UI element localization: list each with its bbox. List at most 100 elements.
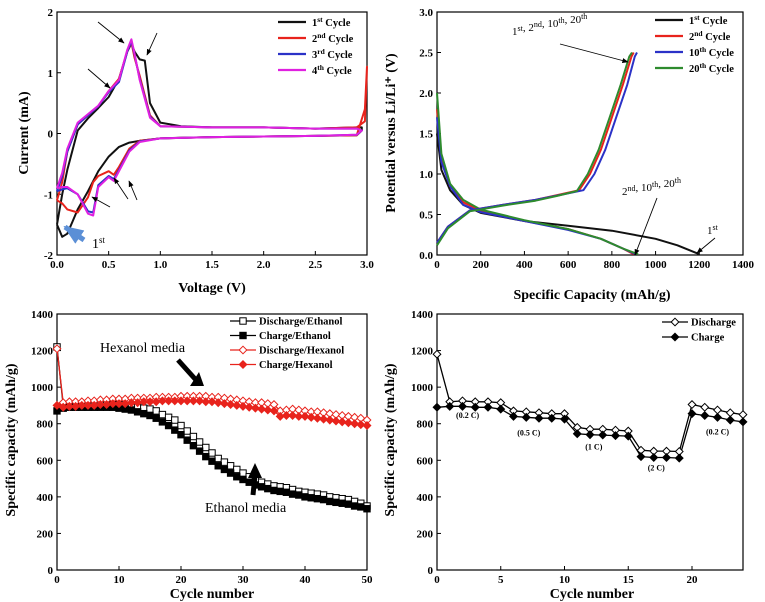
point-charge-ethanol [146,411,154,420]
point-charge-hexanol [108,399,118,409]
point-charge-hexanol [250,403,260,413]
point-discharge-ethanol [226,462,235,470]
x-tick-label: 2.0 [257,259,271,271]
point-discharge-ethanol [233,465,241,474]
legend-marker [670,317,680,327]
rc-xlabel: Cycle number [550,587,634,602]
point-discharge-ethanol [158,410,167,419]
y-tick-label: 0 [48,565,54,577]
x-tick-label: 1400 [732,259,755,271]
x-tick-label: 1000 [645,259,668,271]
point-charge [636,452,646,462]
cv-arrow-1 [97,21,125,44]
cv-ylabel: Current (mA) [17,91,32,175]
rc-legend: Discharge Charge [662,317,736,344]
legend-label: 4th Cycle [312,63,352,77]
point-charge-hexanol [188,396,198,406]
y-tick-label: 0 [428,565,434,577]
point-discharge-ethanol [146,405,154,413]
point-charge-hexanol [288,410,298,420]
cv-arrow-2 [146,32,158,56]
point-charge-ethanol [257,483,266,491]
point-charge [445,401,455,411]
legend-marker [239,331,247,340]
rc-rate-labels: (0.2 C) (0.5 C) (1 C) (2 C) (0.2 C) [456,411,729,472]
point-charge-hexanol [319,414,329,424]
point-charge-hexanol [164,396,174,406]
point-charge-hexanol [331,416,341,426]
point-charge [483,402,493,412]
point-charge [559,414,570,424]
point-charge-hexanol [226,400,236,410]
point-charge [610,431,621,441]
mc-xlabel: Cycle number [170,587,254,602]
point-discharge-ethanol [239,469,247,477]
y-tick-label: 1400 [411,309,434,321]
cv-legend: 1st Cycle 2nd Cycle 3rd Cycle 4th Cycle [278,15,354,77]
cd-ylabel: Potential versus Li/Li⁺ (V) [384,53,399,213]
y-tick-label: 1200 [411,346,434,358]
cv-arrow-6 [128,180,138,201]
point-charge-hexanol [244,402,254,412]
x-tick-label: 10 [559,574,571,586]
y-tick-label: 1000 [411,382,434,394]
x-tick-label: 50 [362,574,374,586]
mc-ylabel: Specific capacity (mAh/g) [4,363,19,517]
rate-label: (0.5 C) [517,429,540,438]
cv-arrow-4 [91,196,111,208]
x-tick-label: 10 [114,574,126,586]
y-tick-label: 1 [48,68,54,80]
point-charge-hexanol [83,400,93,410]
x-tick-label: 0.5 [102,259,116,271]
legend-label: 1st Cycle [312,15,351,29]
point-charge-hexanol [157,396,167,406]
x-tick-label: 0 [54,574,60,586]
point-charge-hexanol [281,410,291,420]
point-discharge-ethanol [202,443,210,452]
point-charge [649,453,659,463]
point-charge-hexanol [294,411,304,421]
point-charge-hexanol [52,400,62,410]
rc-ylabel: Specific capacity (mAh/g) [383,363,398,517]
point-charge-hexanol [343,418,353,428]
y-tick-label: -2 [44,250,54,262]
y-tick-label: 200 [37,528,54,540]
cd-annotation-charge: 1st, 2nd, 10th, 20th [512,12,587,38]
mc-legend: Discharge/Ethanol Charge/Ethanol Discharge… [230,317,344,371]
x-tick-label: 1200 [688,259,711,271]
cv-first-cycle-arrow [63,224,86,244]
y-tick-label: 1000 [31,382,54,394]
point-charge [521,412,531,422]
legend-marker [238,345,248,355]
point-charge-ethanol [220,465,229,474]
y-tick-label: 0 [48,129,54,141]
point-charge-hexanol [300,411,310,421]
point-charge [700,410,710,420]
point-charge-hexanol [95,400,105,410]
cd-arrow-discharge [634,197,658,256]
point-charge [432,402,442,412]
point-charge-hexanol [176,396,186,406]
point-charge-ethanol [189,441,198,450]
point-charge-ethanol [282,488,291,496]
legend-label: 20th Cycle [689,61,734,75]
point-charge-hexanol [269,406,279,416]
y-tick-label: -1 [44,189,53,201]
point-charge-ethanol [171,426,179,434]
point-charge [470,402,480,412]
point-charge-hexanol [64,401,74,411]
point-charge-hexanol [232,400,242,410]
cv-peak-arrows [87,21,158,208]
legend-label: Discharge/Hexanol [259,346,344,357]
x-tick-label: 400 [516,259,533,271]
point-charge-ethanol [264,484,272,493]
cd-arrows [559,43,716,256]
series-line-20th-cycle-discharge [436,92,639,256]
point-charge-hexanol [139,397,149,407]
point-charge-hexanol [195,396,205,406]
point-charge-ethanol [164,421,173,430]
point-charge [674,453,684,463]
point-discharge [687,400,697,410]
legend-label: Charge [691,333,725,344]
point-charge-ethanol [245,478,253,486]
